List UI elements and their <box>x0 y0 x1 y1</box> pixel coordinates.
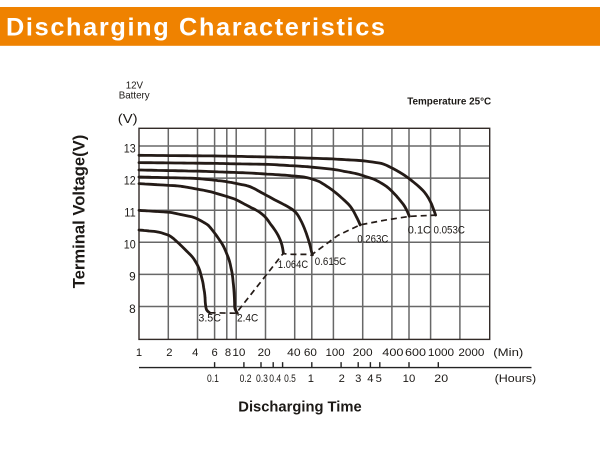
svg-text:1: 1 <box>308 373 314 385</box>
svg-text:20: 20 <box>434 373 448 385</box>
svg-text:40: 40 <box>287 347 300 359</box>
svg-text:11: 11 <box>124 206 135 220</box>
svg-text:10: 10 <box>124 238 136 252</box>
svg-text:8: 8 <box>225 347 231 359</box>
svg-text:0.263C: 0.263C <box>357 233 388 245</box>
svg-text:0.053C: 0.053C <box>433 225 465 237</box>
svg-text:0.615C: 0.615C <box>315 256 347 268</box>
svg-text:1.064C: 1.064C <box>278 259 308 271</box>
svg-text:(Min): (Min) <box>493 347 523 359</box>
svg-text:2: 2 <box>166 347 172 359</box>
svg-text:6: 6 <box>211 347 217 359</box>
svg-text:1: 1 <box>136 347 142 359</box>
svg-text:4: 4 <box>192 347 198 359</box>
svg-text:Battery: Battery <box>119 91 151 102</box>
svg-text:2: 2 <box>339 373 345 385</box>
svg-text:0.3: 0.3 <box>256 373 268 385</box>
svg-text:8: 8 <box>129 302 136 316</box>
svg-text:600: 600 <box>405 347 426 359</box>
svg-text:10: 10 <box>232 347 245 359</box>
svg-text:400: 400 <box>382 347 403 359</box>
svg-text:(Hours): (Hours) <box>495 373 537 385</box>
svg-text:60: 60 <box>304 347 317 359</box>
svg-text:200: 200 <box>353 347 373 359</box>
svg-text:(V): (V) <box>118 112 138 126</box>
svg-text:2000: 2000 <box>458 347 484 359</box>
svg-text:0.1: 0.1 <box>207 373 219 385</box>
svg-text:0.2: 0.2 <box>240 373 252 385</box>
svg-text:Terminal Voltage(V): Terminal Voltage(V) <box>70 135 89 289</box>
svg-text:5: 5 <box>376 373 382 385</box>
svg-text:12: 12 <box>124 173 136 187</box>
svg-text:3: 3 <box>355 373 361 385</box>
svg-text:9: 9 <box>129 270 136 284</box>
svg-text:Discharging Characteristics: Discharging Characteristics <box>6 13 385 41</box>
svg-text:12V: 12V <box>126 81 143 92</box>
svg-text:20: 20 <box>258 347 271 359</box>
svg-text:4: 4 <box>367 373 373 385</box>
svg-text:Temperature 25°C: Temperature 25°C <box>407 97 492 108</box>
svg-text:1000: 1000 <box>428 347 454 359</box>
svg-text:100: 100 <box>326 347 345 359</box>
svg-text:13: 13 <box>124 141 136 155</box>
svg-text:0.5: 0.5 <box>284 373 296 385</box>
svg-text:3.5C: 3.5C <box>198 313 221 325</box>
svg-text:0.1C: 0.1C <box>408 225 431 237</box>
svg-text:0.4: 0.4 <box>269 373 281 385</box>
svg-text:10: 10 <box>403 373 416 385</box>
svg-text:Discharging Time: Discharging Time <box>238 398 361 415</box>
svg-text:2.4C: 2.4C <box>237 313 258 325</box>
